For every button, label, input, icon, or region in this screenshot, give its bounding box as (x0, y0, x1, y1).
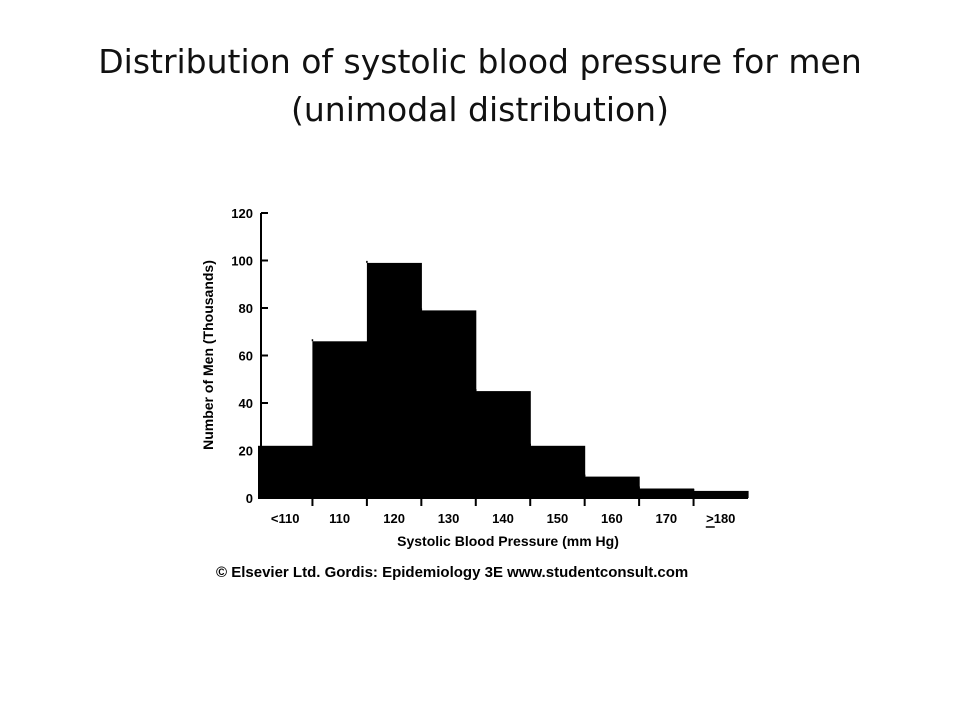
histogram-bar (475, 391, 531, 498)
y-axis-label: Number of Men (Thousands) (200, 260, 216, 450)
histogram-bar (584, 476, 640, 498)
histogram-bar (312, 341, 368, 499)
copyright-credit: © Elsevier Ltd. Gordis: Epidemiology 3E … (216, 564, 688, 581)
slide-title-line-2: (unimodal distribution) (291, 90, 669, 129)
y-tick-label: 20 (239, 444, 253, 459)
x-tick-label: >180 (706, 511, 735, 526)
x-tick-label: 170 (655, 511, 677, 526)
y-tick-label: 120 (231, 206, 253, 221)
slide-title-line-1: Distribution of systolic blood pressure … (98, 42, 862, 81)
slide-title: Distribution of systolic blood pressure … (40, 38, 920, 134)
x-tick-label: <110 (271, 511, 300, 526)
histogram-bar (421, 310, 477, 498)
y-tick-label: 40 (239, 396, 253, 411)
histogram-bar (366, 262, 422, 498)
y-tick-label: 60 (239, 349, 253, 364)
x-axis-label: Systolic Blood Pressure (mm Hg) (397, 533, 619, 549)
x-tick-label: 160 (601, 511, 623, 526)
histogram-bar (530, 445, 586, 499)
histogram-bar (639, 488, 695, 498)
y-tick-label: 0 (246, 491, 253, 506)
x-tick-label: 140 (492, 511, 514, 526)
y-tick-label: 80 (239, 301, 253, 316)
histogram-bar (693, 490, 749, 498)
histogram-bar (258, 445, 313, 499)
x-tick-label: 130 (438, 511, 460, 526)
x-axis: <110 110 120 130 140 150 160 170 >180 (258, 497, 748, 528)
bars (258, 260, 749, 499)
x-tick-label: 110 (329, 511, 350, 526)
x-tick-label: 150 (547, 511, 569, 526)
y-tick-label: 100 (231, 254, 253, 269)
y-axis: 0 20 40 60 80 100 120 (231, 206, 268, 506)
x-tick-label: 120 (383, 511, 405, 526)
